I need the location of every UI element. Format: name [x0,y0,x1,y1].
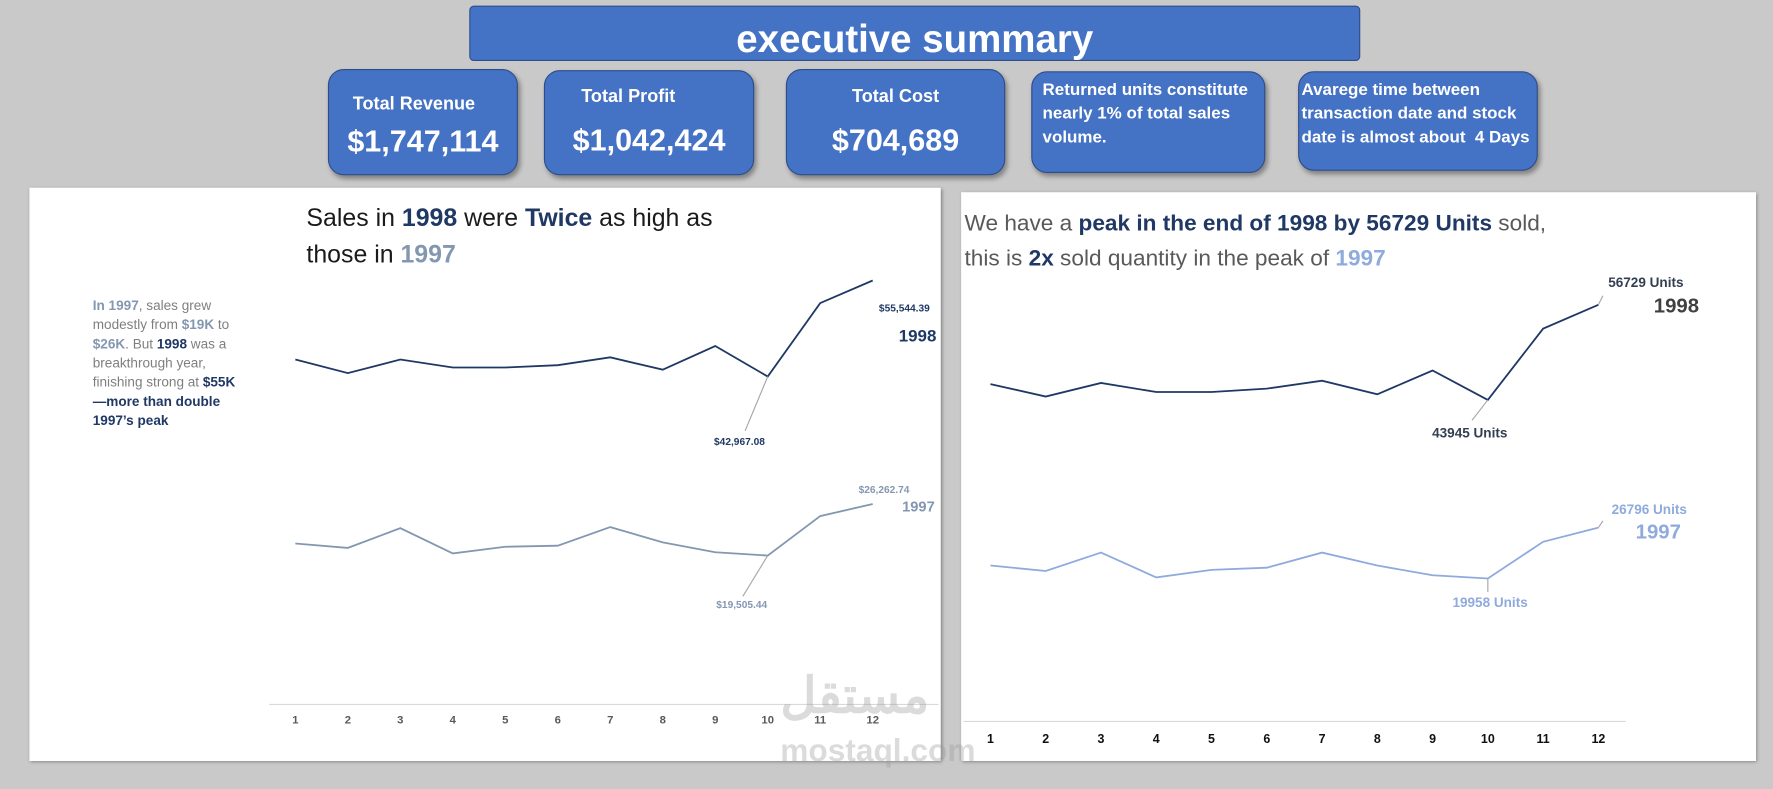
x-tick-label: 4 [1153,732,1160,746]
annotation-part: In 1997 [92,297,139,314]
annotation-part: was a breakthrough year, finishing stron… [92,335,231,391]
data-label: 43945 Units [1432,425,1507,440]
annotation-part: $55K [202,374,236,391]
watermark: mostaql.com [780,732,976,768]
series-line [295,503,873,557]
data-label: $26,262.74 [859,485,910,496]
kpi-label: Total Cost [851,87,940,107]
kpi-card: Total Revenue $1,747,114 [327,68,518,176]
x-tick-label: 6 [555,714,561,726]
annotation-part: to [214,316,234,333]
kpi-label: Total Profit [581,87,676,107]
series-line [295,279,874,378]
annotation: In 1997, sales grew modestly from $19K t… [93,296,246,431]
header-title: executive summary [736,18,1094,62]
title-part: 1997 [1335,246,1386,272]
watermark: مستقل [780,668,930,724]
x-tick-label: 2 [345,714,351,726]
data-label: 19958 Units [1452,595,1527,610]
title-part: 2x [1028,246,1054,272]
leader-line [744,376,769,431]
chart-panel [29,187,941,761]
note-text: Avarege time between transaction date an… [1301,80,1530,147]
series-name: 1997 [902,499,935,515]
x-tick-label: 3 [1098,732,1105,746]
x-tick-label: 10 [761,714,774,726]
annotation-part: —more than double 1997’s peak [92,374,240,429]
annotation-part: 1998 [156,335,188,352]
x-tick-label: 5 [502,714,508,726]
kpi-value: $1,042,424 [572,123,726,158]
series-name: 1997 [1636,522,1681,544]
x-tick-label: 12 [1591,732,1605,746]
title-part: this is [964,246,1029,272]
leader-line [1597,295,1604,306]
x-tick-label: 8 [1374,732,1381,746]
title-part: Twice [524,203,593,232]
title-part: as high as [592,203,713,232]
data-label: $19,505.44 [716,600,767,611]
data-label: $55,544.39 [879,303,930,314]
title-part: Sales in [306,203,402,232]
title-part: sold quantity in the peak of [1053,246,1336,272]
title-part: those in [306,239,401,268]
x-tick-label: 12 [866,714,879,726]
title-part: We have a [964,211,1079,237]
x-tick-label: 5 [1208,732,1215,746]
note-card: Returned units constitute nearly 1% of t… [1031,71,1266,174]
data-label: 56729 Units [1608,275,1683,290]
annotation-part: . But [125,335,157,352]
chart-title: We have a peak in the end of 1998 by 567… [965,207,1547,277]
series-name: 1998 [899,327,937,346]
kpi-value: $1,747,114 [347,124,499,159]
note-text: Returned units constitute nearly 1% of t… [1042,80,1253,147]
title-part: sold, [1492,211,1547,237]
x-tick-label: 9 [1429,732,1436,746]
x-tick-label: 6 [1263,732,1270,746]
x-tick-label: 1 [292,714,298,726]
x-tick-label: 3 [397,714,403,726]
x-tick-label: 7 [607,714,613,726]
x-tick-label: 1 [987,732,994,746]
x-tick-label: 7 [1319,732,1326,746]
x-tick-label: 2 [1042,732,1049,746]
title-part: 1998 [401,203,458,232]
data-label: 26796 Units [1612,502,1687,517]
title-part: were [457,203,525,232]
annotation-part: , sales grew modestly from [92,297,215,333]
chart-title: Sales in 1998 were Twice as high as those… [306,200,712,272]
chart-panel [961,192,1757,761]
series-name: 1998 [1654,295,1699,317]
leader-line [1597,520,1604,528]
x-tick-label: 8 [660,714,666,726]
note-card: Avarege time between transaction date an… [1298,71,1538,171]
series-line [990,303,1599,402]
x-tick-label: 4 [450,714,457,726]
x-tick-label: 9 [712,714,718,726]
kpi-card: Total Profit $1,042,424 [543,70,755,176]
leader-line [742,555,769,597]
header: executive summary [469,5,1361,62]
data-label: $42,967.08 [714,437,765,448]
x-tick-label: 11 [814,714,826,726]
annotation-part: $19K [181,316,215,333]
x-tick-label: 10 [1481,732,1495,746]
x-tick-label: 11 [1537,732,1550,746]
series-line [990,526,1599,580]
kpi-label: Total Revenue [352,94,476,115]
annotation-part: $26K [92,335,126,352]
kpi-card: Total Cost $704,689 [785,68,1006,176]
kpi-value: $704,689 [831,123,960,158]
title-part: 1997 [400,239,456,268]
leader-line [1471,399,1489,421]
title-part: peak in the end of 1998 by 56729 Units [1078,211,1493,237]
